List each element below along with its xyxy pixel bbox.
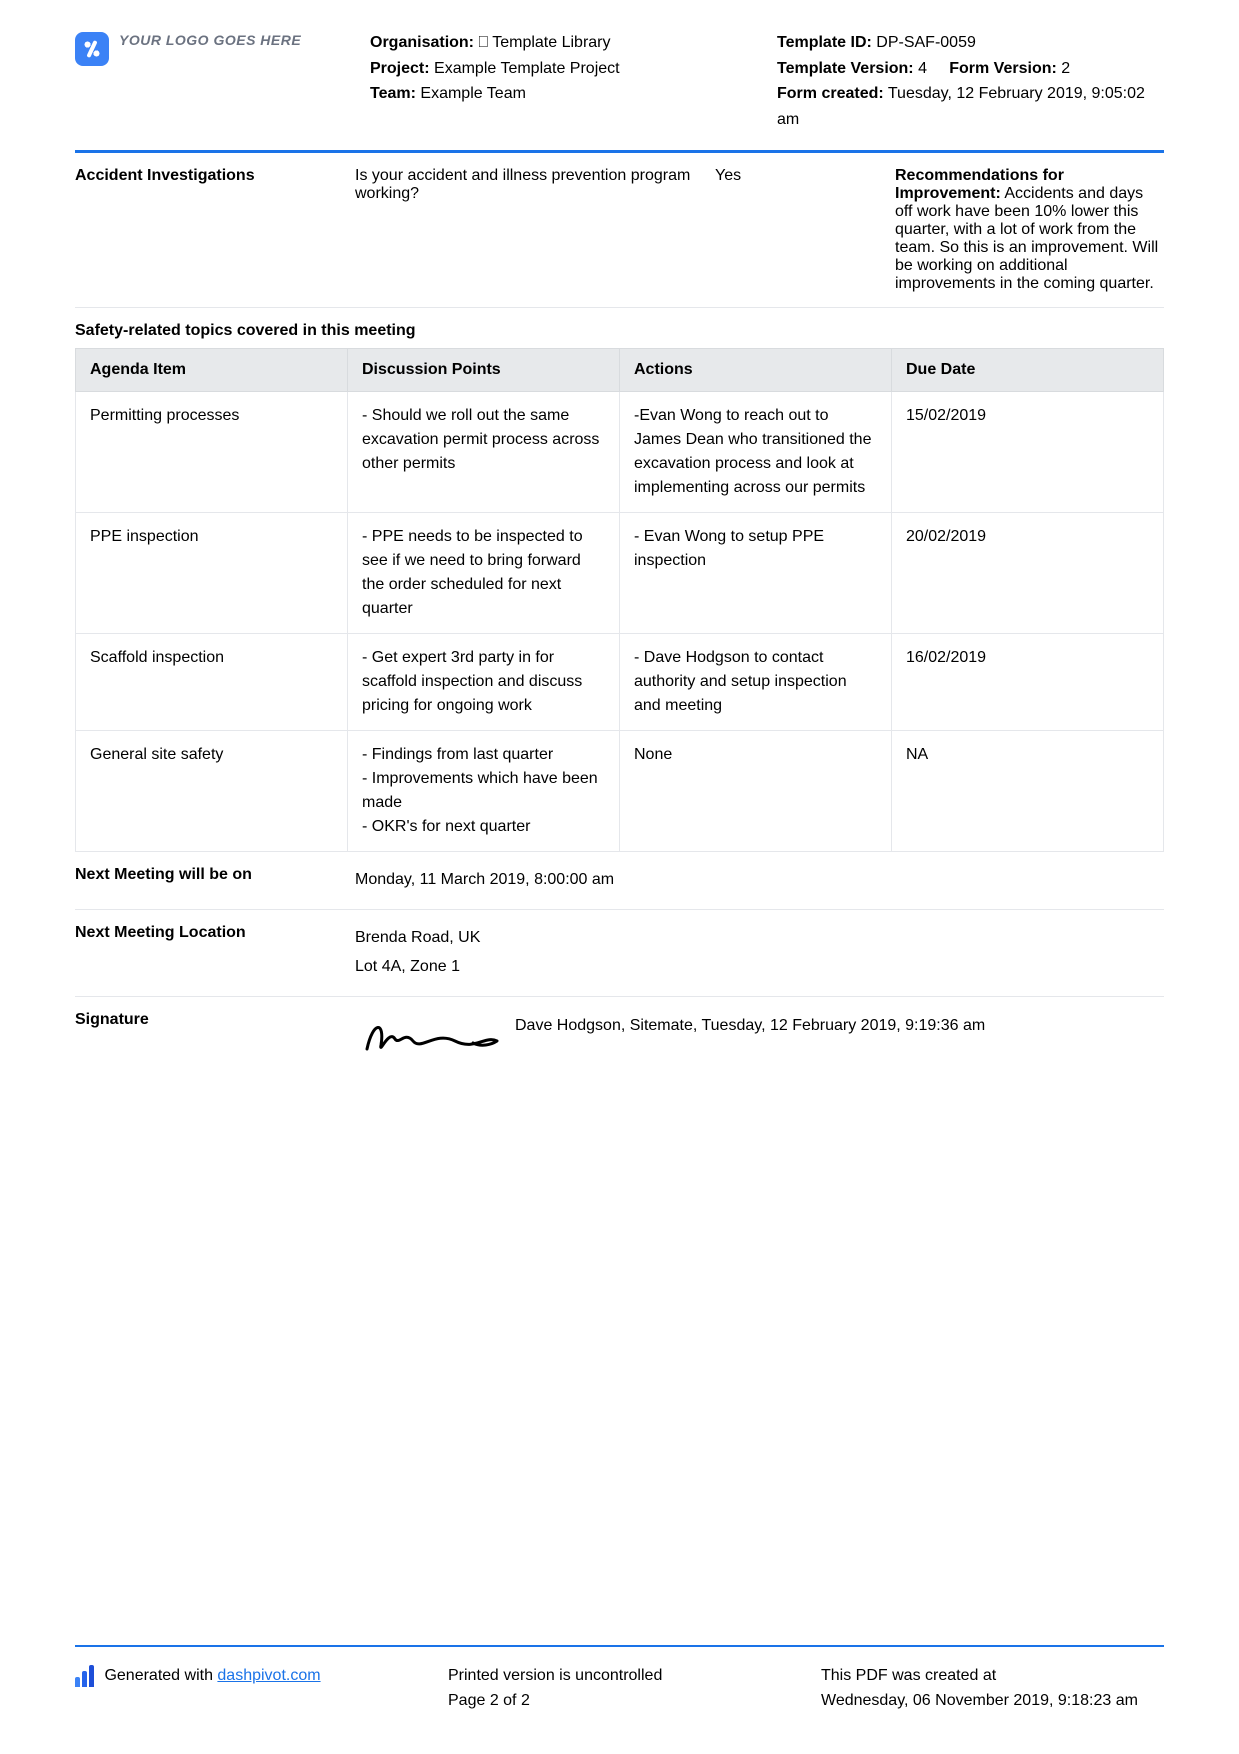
next-meeting-date-label: Next Meeting will be on [75,866,355,895]
next-meeting-date-row: Next Meeting will be on Monday, 11 March… [75,852,1164,910]
document-page: YOUR LOGO GOES HERE Organisation: ⎕ Temp… [0,0,1239,1754]
footer-pdf-created: This PDF was created at Wednesday, 06 No… [821,1663,1164,1714]
form-version-label: Form Version: [949,60,1057,77]
cell-discussion: - Findings from last quarter - Improveme… [348,731,620,852]
logo-icon [75,32,109,66]
cell-actions: None [620,731,892,852]
th-agenda: Agenda Item [76,349,348,392]
footer-printed: Printed version is uncontrolled Page 2 o… [448,1663,791,1714]
team-value: Example Team [420,85,526,102]
project-value: Example Template Project [434,60,620,77]
form-created-label: Form created: [777,85,884,102]
table-row: General site safety - Findings from last… [76,731,1164,852]
next-meeting-date-value: Monday, 11 March 2019, 8:00:00 am [355,866,1164,895]
page-number: Page 2 of 2 [448,1688,791,1714]
accident-answer: Yes [715,167,895,185]
table-header-row: Agenda Item Discussion Points Actions Du… [76,349,1164,392]
logo-block: YOUR LOGO GOES HERE [75,30,350,132]
next-meeting-location-row: Next Meeting Location Brenda Road, UK Lo… [75,910,1164,997]
footer-generated: Generated with dashpivot.com [75,1663,418,1714]
next-meeting-location-label: Next Meeting Location [75,924,355,982]
cell-actions: - Dave Hodgson to contact authority and … [620,634,892,731]
form-version-value: 2 [1061,60,1070,77]
cell-due: 15/02/2019 [892,392,1164,513]
accident-heading: Accident Investigations [75,167,255,184]
th-due: Due Date [892,349,1164,392]
cell-due: 20/02/2019 [892,513,1164,634]
safety-topics-title: Safety-related topics covered in this me… [75,308,1164,348]
organisation-label: Organisation: [370,34,474,51]
dashpivot-link[interactable]: dashpivot.com [217,1667,320,1684]
cell-due: 16/02/2019 [892,634,1164,731]
signature-row: Signature Dave Hodgson, Sitemate, Tuesda… [75,997,1164,1080]
next-meeting-location-value: Brenda Road, UK Lot 4A, Zone 1 [355,924,1164,982]
table-row: Permitting processes - Should we roll ou… [76,392,1164,513]
template-id-label: Template ID: [777,34,872,51]
logo-placeholder-text: YOUR LOGO GOES HERE [119,32,301,48]
cell-agenda: Scaffold inspection [76,634,348,731]
document-header: YOUR LOGO GOES HERE Organisation: ⎕ Temp… [75,30,1164,153]
header-meta-left: Organisation: ⎕ Template Library Project… [370,30,757,132]
project-label: Project: [370,60,430,77]
template-version-label: Template Version: [777,60,914,77]
pdf-created-label: This PDF was created at [821,1663,1164,1689]
footer-logo-icon [75,1665,94,1687]
th-discussion: Discussion Points [348,349,620,392]
accident-recommendations: Recommendations for Improvement: Acciden… [895,167,1164,293]
accident-question: Is your accident and illness prevention … [355,167,715,203]
cell-discussion: - Should we roll out the same excavation… [348,392,620,513]
template-version-value: 4 [918,60,927,77]
printed-uncontrolled: Printed version is uncontrolled [448,1663,791,1689]
header-meta-right: Template ID: DP-SAF-0059 Template Versio… [777,30,1164,132]
cell-agenda: General site safety [76,731,348,852]
cell-due: NA [892,731,1164,852]
pdf-created-value: Wednesday, 06 November 2019, 9:18:23 am [821,1688,1164,1714]
location-line-1: Brenda Road, UK [355,924,1164,953]
document-footer: Generated with dashpivot.com Printed ver… [75,1645,1164,1714]
cell-discussion: - Get expert 3rd party in for scaffold i… [348,634,620,731]
cell-actions: - Evan Wong to setup PPE inspection [620,513,892,634]
signature-image [355,1011,515,1066]
table-row: PPE inspection - PPE needs to be inspect… [76,513,1164,634]
cell-actions: -Evan Wong to reach out to James Dean wh… [620,392,892,513]
signature-svg-icon [355,1011,505,1061]
table-row: Scaffold inspection - Get expert 3rd par… [76,634,1164,731]
th-actions: Actions [620,349,892,392]
safety-topics-table: Agenda Item Discussion Points Actions Du… [75,348,1164,852]
cell-agenda: Permitting processes [76,392,348,513]
cell-discussion: - PPE needs to be inspected to see if we… [348,513,620,634]
location-line-2: Lot 4A, Zone 1 [355,953,1164,982]
generated-prefix: Generated with [104,1667,217,1684]
signature-label: Signature [75,1011,355,1029]
template-id-value: DP-SAF-0059 [876,34,976,51]
accident-investigations-row: Accident Investigations Is your accident… [75,153,1164,308]
cell-agenda: PPE inspection [76,513,348,634]
organisation-value: ⎕ Template Library [478,34,610,51]
signature-meta: Dave Hodgson, Sitemate, Tuesday, 12 Febr… [515,1011,1164,1035]
team-label: Team: [370,85,416,102]
